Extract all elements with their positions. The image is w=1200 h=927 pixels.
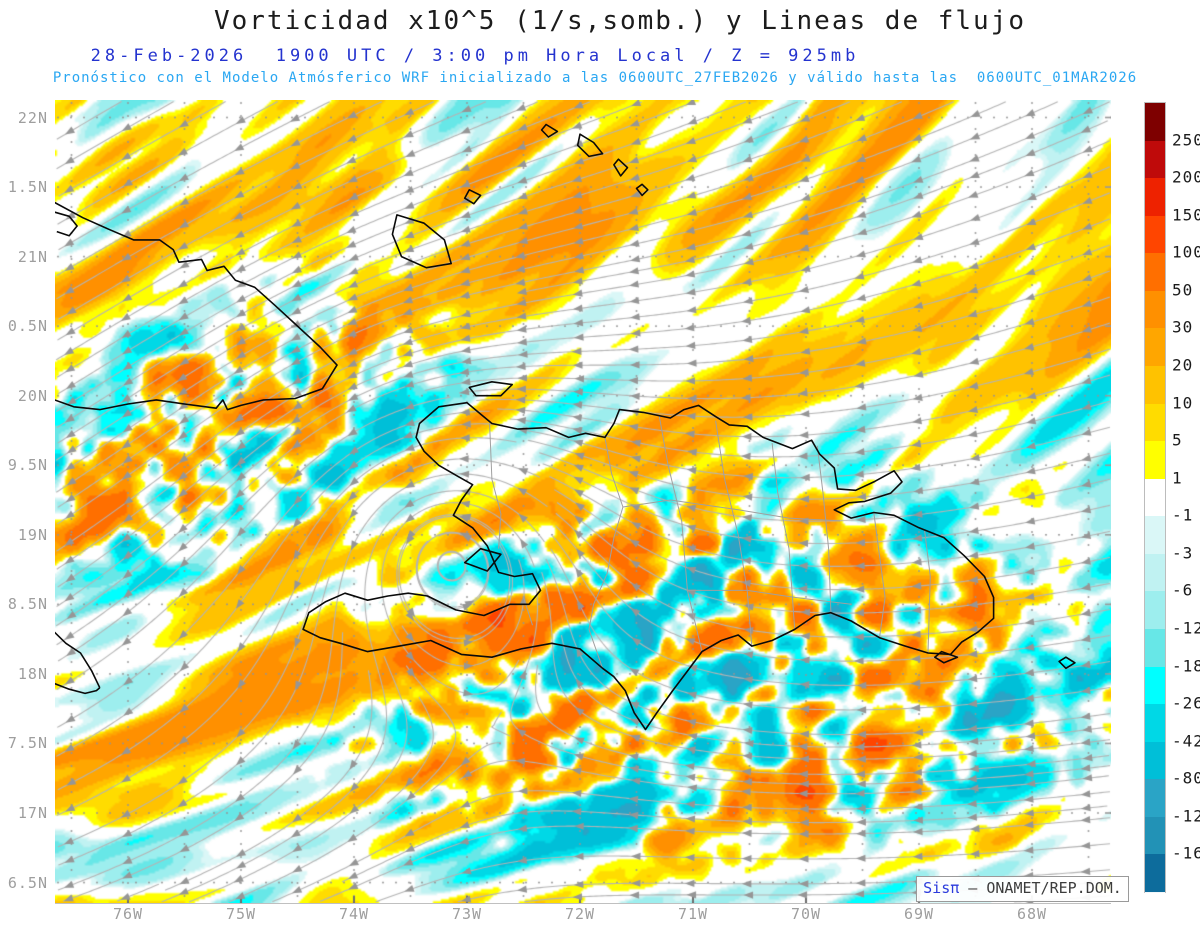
lon-label: 74W [338,905,370,923]
colorbar-segment [1145,779,1165,818]
colorbar-segment [1145,704,1165,743]
colorbar-tick-label: -18 [1172,656,1200,676]
lat-label: 6.5N [7,873,48,892]
colorbar-tick-label: -6 [1172,580,1194,600]
colorbar-segment [1145,629,1165,668]
colorbar-tick-label: -160 [1172,843,1200,863]
lat-label: 19N [17,525,48,544]
colorbar-tick-label: -80 [1172,768,1200,788]
colorbar-segment [1145,553,1165,593]
colorbar-segment [1145,215,1165,255]
colorbar-segment [1145,103,1165,142]
colorbar-segment [1145,253,1165,292]
map-plot-area [55,100,1111,904]
lat-label: 0.5N [7,317,48,336]
colorbar-segment [1145,591,1165,630]
lon-label: 68W [1016,905,1048,923]
colorbar [1144,102,1166,893]
colorbar-segment [1145,666,1165,706]
vorticity-field-canvas [55,100,1111,903]
colorbar-tick-label: -26 [1172,693,1200,713]
colorbar-tick-label: 100 [1172,242,1200,262]
colorbar-segment [1145,403,1165,443]
colorbar-segment [1145,328,1165,367]
colorbar-tick-label: 150 [1172,205,1200,225]
lat-label: 18N [17,664,48,683]
colorbar-segment [1145,366,1165,405]
lon-label: 72W [564,905,596,923]
watermark-text: – ONAMET/REP.DOM. [959,879,1122,897]
lon-label: 71W [677,905,709,923]
map-title: Vorticidad x10^5 (1/s,somb.) y Lineas de… [213,6,1027,36]
model-info-line: Pronóstico con el Modelo Atmósferico WRF… [52,70,1138,86]
colorbar-tick-label: 5 [1172,430,1183,450]
colorbar-segment [1145,178,1165,217]
lat-label: 20N [17,386,48,405]
colorbar-tick-label: 250 [1172,130,1200,150]
colorbar-tick-label: 50 [1172,280,1194,300]
lat-label: 22N [17,108,48,127]
lat-label: 17N [17,804,48,822]
watermark-box: Sisπ – ONAMET/REP.DOM. [916,876,1129,902]
colorbar-segment [1145,854,1165,893]
colorbar-tick-label: 10 [1172,393,1194,413]
lon-label: 69W [903,905,935,923]
lat-label: 1.5N [7,178,48,197]
lon-label: 70W [790,905,822,923]
colorbar-tick-label: 20 [1172,355,1194,375]
colorbar-segment [1145,441,1165,480]
colorbar-tick-label: 30 [1172,317,1194,337]
colorbar-tick-label: -12 [1172,618,1200,638]
lat-label: 8.5N [7,595,48,614]
colorbar-tick-label: 1 [1172,468,1183,488]
valid-time-line: 28-Feb-2026 1900 UTC / 3:00 pm Hora Loca… [90,46,860,66]
colorbar-segment [1145,478,1165,518]
lat-label: 21N [17,247,48,266]
colorbar-segment [1145,140,1165,180]
colorbar-segment [1145,741,1165,781]
colorbar-tick-label: -3 [1172,543,1194,563]
lat-label: 9.5N [7,456,48,475]
lon-label: 73W [451,905,483,923]
colorbar-tick-label: 200 [1172,167,1200,187]
watermark-brand: Sisπ [923,879,960,897]
colorbar-segment [1145,290,1165,330]
lon-label: 76W [112,905,144,923]
colorbar-segment [1145,516,1165,555]
colorbar-segment [1145,816,1165,856]
colorbar-tick-label: -42 [1172,731,1200,751]
lat-label: 7.5N [7,734,48,753]
colorbar-tick-label: -1 [1172,505,1194,525]
colorbar-tick-label: -120 [1172,806,1200,826]
lon-label: 75W [225,905,257,923]
